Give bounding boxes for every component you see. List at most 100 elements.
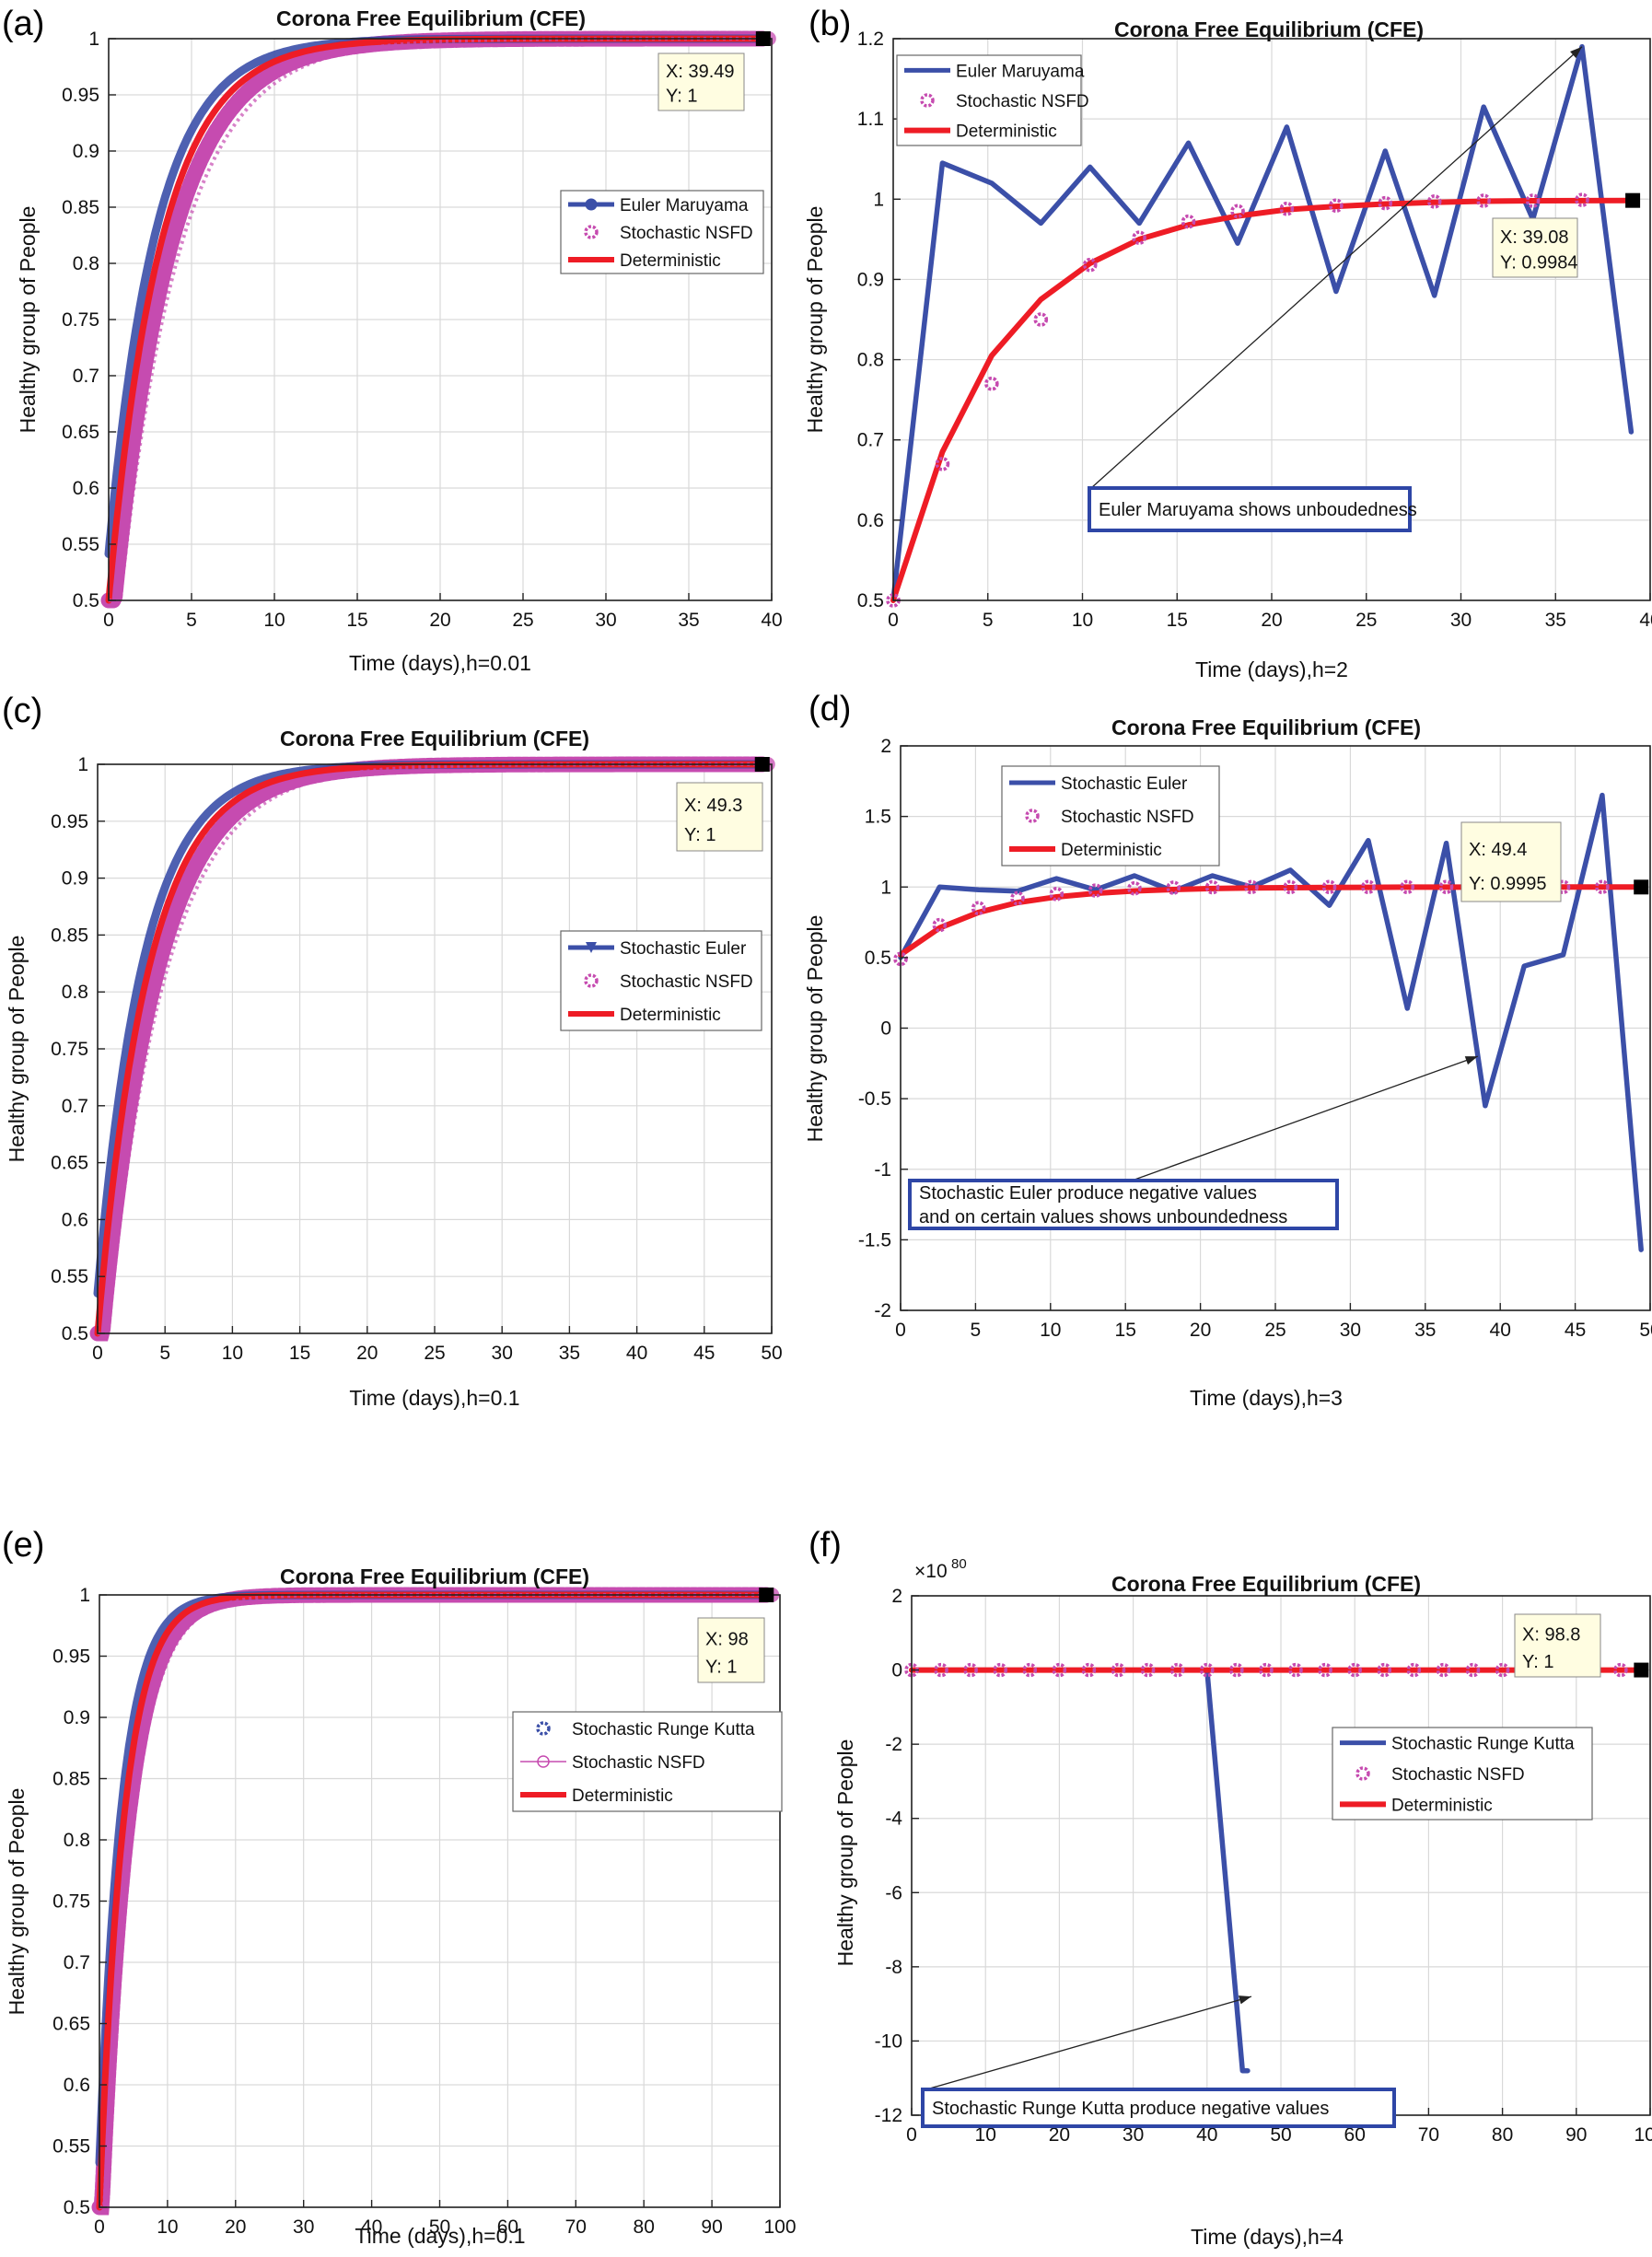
datatip-marker[interactable] — [754, 757, 770, 772]
y-tick-label: 0.8 — [857, 350, 884, 371]
x-tick-label: 0 — [906, 2124, 917, 2146]
y-tick-label: -12 — [875, 2105, 902, 2126]
y-axis-label: Healthy group of People — [833, 1739, 857, 1967]
y-axis-label: Healthy group of People — [5, 936, 29, 1163]
annotation-arrow — [1132, 1055, 1478, 1181]
y-tick-label: -1.5 — [858, 1229, 891, 1251]
y-tick-label: 0.5 — [73, 590, 99, 611]
legend-label: Euler Maruyama — [620, 196, 749, 215]
nsfd-marker — [1181, 214, 1196, 229]
series-nsfd-edge — [98, 762, 762, 1335]
datatip-y: Y: 1 — [705, 1658, 737, 1678]
datatip-box[interactable] — [676, 782, 763, 852]
x-tick-label: 40 — [761, 610, 782, 631]
y-tick-label: 0.7 — [62, 1096, 88, 1117]
datatip-box[interactable] — [1492, 217, 1578, 278]
nsfd-marker — [1200, 1662, 1215, 1678]
nsfd-marker — [935, 457, 950, 471]
exponent-power: 80 — [951, 1556, 967, 1572]
nsfd-marker — [1361, 879, 1376, 894]
nsfd-marker — [1465, 1662, 1481, 1678]
x-tick-label: 20 — [225, 2216, 246, 2238]
legend-label: Stochastic NSFD — [572, 1753, 705, 1773]
legend-swatch-marker — [586, 942, 597, 953]
y-tick-label: 0.55 — [62, 534, 99, 555]
x-tick-label: 5 — [971, 1320, 982, 1341]
datatip-marker[interactable] — [1634, 1662, 1649, 1678]
nsfd-marker — [1081, 1662, 1097, 1678]
y-tick-label: 0.55 — [52, 2136, 90, 2158]
y-tick-label: 0.7 — [73, 366, 99, 387]
datatip-box[interactable] — [657, 52, 745, 111]
panel-c: (c) 0 5 10 15 20 25 30 35 40 45 50 0.5 0.55 0.6 0.65 0.7… — [2, 692, 783, 1410]
nsfd-marker — [1140, 1662, 1156, 1678]
y-axis-label: Healthy group of People — [16, 206, 40, 434]
nsfd-marker — [1378, 195, 1393, 211]
datatip-y: Y: 0.9995 — [1469, 874, 1547, 894]
x-tick-label: 20 — [1049, 2124, 1070, 2146]
panel-a: (a) 0 5 10 15 20 25 30 35 40 0.5 0.55 0.6 0.65 0.7 0.75… — [2, 5, 783, 675]
y-tick-label: 0.7 — [64, 1952, 90, 1973]
x-tick-label: 5 — [186, 610, 197, 631]
nsfd-marker — [1288, 1662, 1303, 1678]
datatip-x: X: 49.3 — [684, 796, 742, 816]
y-tick-label: 0.6 — [857, 510, 884, 531]
legend-label: Euler Maruyama — [956, 62, 1085, 81]
y-tick-label: 0.9 — [64, 1707, 90, 1728]
panel-f: (f) 0 10 20 30 40 50 60 70 80 90 100 -12 -10 -8 -6 -4 -2 0… — [809, 1526, 1652, 2249]
datatip-x: X: 39.49 — [666, 62, 735, 82]
datatip-y: Y: 1 — [1522, 1652, 1553, 1672]
y-tick-label: 0.6 — [73, 478, 99, 499]
nsfd-marker — [1088, 883, 1103, 898]
nsfd-marker — [971, 901, 986, 915]
legend-swatch-marker — [536, 1721, 551, 1736]
datatip-marker[interactable] — [1634, 879, 1649, 895]
panel-label: (c) — [2, 692, 42, 730]
legend: Euler Maruyama Stochastic NSFD Determinist… — [560, 190, 764, 274]
datatip-marker[interactable] — [755, 31, 771, 46]
legend-label: Stochastic NSFD — [1391, 1765, 1525, 1785]
x-tick-label: 10 — [1040, 1320, 1061, 1341]
annotation-box — [921, 2088, 1396, 2128]
y-tick-label: 0.5 — [62, 1323, 88, 1344]
nsfd-marker — [1495, 1662, 1510, 1678]
y-tick-label: 1 — [873, 189, 884, 210]
legend-swatch-marker — [1355, 1766, 1370, 1781]
nsfd-marker — [1132, 230, 1146, 245]
panel-label: (d) — [809, 690, 851, 728]
nsfd-marker — [1329, 198, 1344, 214]
nsfd-marker — [932, 917, 948, 933]
y-tick-label: 0.95 — [51, 811, 88, 832]
datatip-box[interactable] — [1460, 821, 1562, 902]
datatip-marker[interactable] — [1625, 192, 1641, 208]
y-tick-label: -1 — [874, 1159, 891, 1181]
annotation-arrowhead — [1570, 46, 1583, 59]
x-axis-label: Time (days),h=4 — [1191, 2225, 1344, 2249]
x-tick-label: 25 — [424, 1343, 445, 1364]
x-tick-label: 5 — [983, 610, 994, 631]
y-tick-label: 1 — [880, 877, 891, 898]
nsfd-marker — [1010, 890, 1025, 906]
x-tick-label: 35 — [1545, 610, 1566, 631]
nsfd-marker — [1595, 879, 1610, 894]
nsfd-marker — [1169, 1662, 1185, 1678]
x-axis-label: Time (days),h=3 — [1190, 1386, 1343, 1410]
datatip-box[interactable] — [697, 1617, 765, 1683]
nsfd-marker — [1400, 879, 1415, 894]
y-tick-label: 0.85 — [62, 197, 99, 218]
x-tick-label: 50 — [1639, 1320, 1652, 1341]
y-axis-label: Healthy group of People — [803, 915, 827, 1143]
nsfd-marker — [1259, 1662, 1274, 1678]
datatip-marker[interactable] — [759, 1588, 774, 1602]
x-tick-label: 25 — [1355, 610, 1377, 631]
y-tick-label: 0.8 — [73, 253, 99, 274]
nsfd-marker — [1426, 194, 1442, 209]
y-tick-label: 0.9 — [73, 141, 99, 162]
y-tick-label: 0.9 — [62, 868, 88, 890]
y-tick-label: 0.6 — [62, 1209, 88, 1230]
legend-label: Deterministic — [620, 251, 721, 271]
legend-label: Deterministic — [1391, 1796, 1493, 1815]
x-tick-label: 0 — [92, 1343, 103, 1364]
datatip-box[interactable] — [1514, 1613, 1601, 1678]
